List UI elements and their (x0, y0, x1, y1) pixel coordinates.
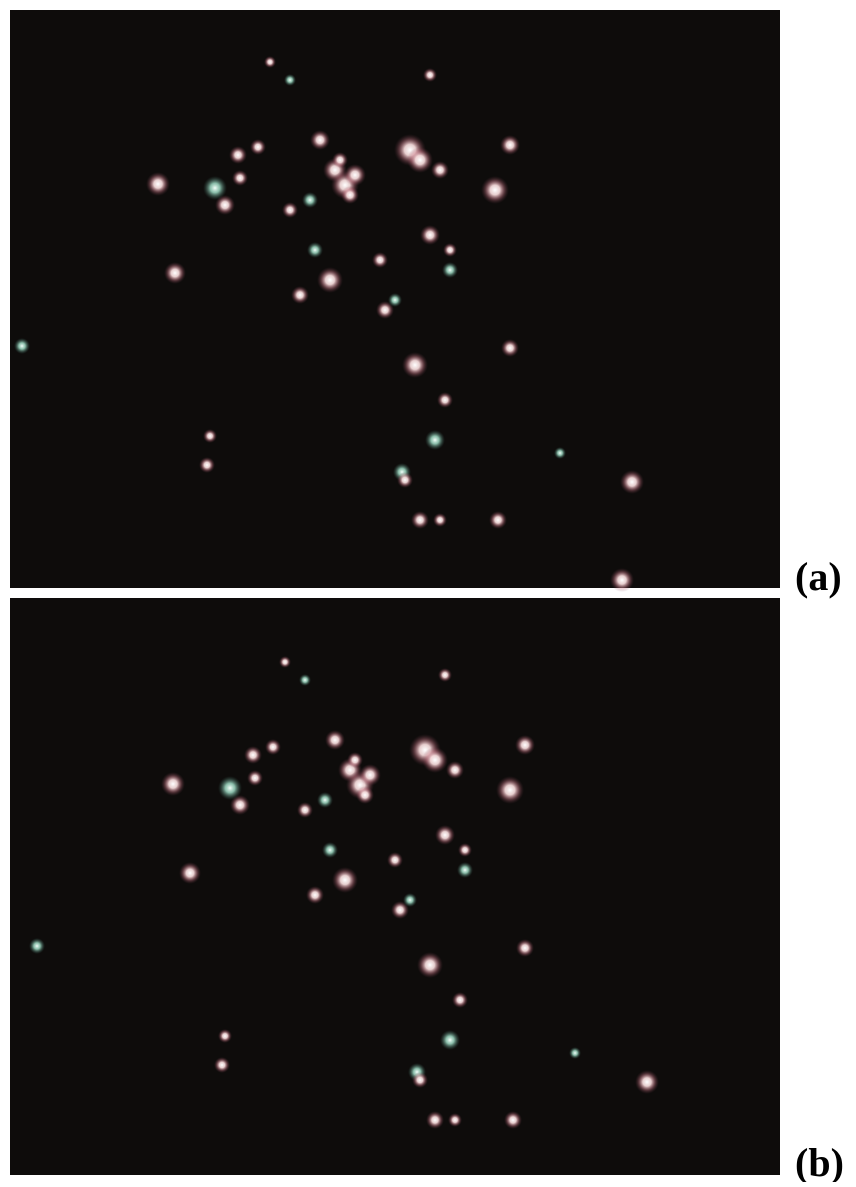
star (448, 1113, 462, 1127)
star (322, 842, 338, 858)
star (417, 952, 443, 978)
star (620, 470, 644, 494)
star (515, 735, 535, 755)
star (332, 867, 358, 893)
star (279, 656, 291, 668)
star (403, 893, 417, 907)
star (388, 293, 402, 307)
star (458, 843, 472, 857)
star (442, 262, 458, 278)
page: (a) (b) (() => { const data = JSON.parse… (0, 0, 856, 1182)
star (440, 1030, 460, 1050)
star (282, 202, 298, 218)
star (356, 786, 374, 804)
star (306, 886, 324, 904)
star (215, 195, 235, 215)
panel-label: (a) (795, 554, 842, 599)
star (496, 776, 524, 804)
star (481, 176, 509, 204)
panel-label: (b) (795, 1140, 844, 1182)
star (264, 56, 276, 68)
star (244, 746, 262, 764)
star (247, 770, 263, 786)
star (341, 186, 359, 204)
star (310, 130, 330, 150)
star (325, 730, 345, 750)
star (372, 252, 388, 268)
star (229, 146, 247, 164)
star (299, 674, 311, 686)
star (452, 992, 468, 1008)
star (29, 938, 45, 954)
star (164, 262, 186, 284)
star (199, 457, 215, 473)
star (232, 170, 248, 186)
star (307, 242, 323, 258)
star (344, 164, 366, 186)
image-panel-b (10, 598, 780, 1175)
star (230, 795, 250, 815)
star (431, 161, 449, 179)
star (297, 802, 313, 818)
star (426, 1111, 444, 1129)
star (179, 862, 201, 884)
star (317, 792, 333, 808)
star (501, 339, 519, 357)
star (438, 668, 452, 682)
star (500, 135, 520, 155)
star (347, 752, 363, 768)
star (407, 147, 433, 173)
star (489, 511, 507, 529)
star (291, 286, 309, 304)
star (218, 1029, 232, 1043)
figure: (a) (b) (0, 0, 856, 1182)
star (504, 1111, 522, 1129)
star (437, 392, 453, 408)
star (446, 761, 464, 779)
star (412, 1072, 428, 1088)
star (457, 862, 473, 878)
star (635, 1070, 659, 1094)
star (203, 429, 217, 443)
star (14, 338, 30, 354)
star (284, 74, 296, 86)
star (265, 739, 281, 755)
star (250, 139, 266, 155)
star (422, 747, 448, 773)
star (214, 1057, 230, 1073)
star (302, 192, 318, 208)
star (443, 243, 457, 257)
star (610, 568, 634, 592)
star (569, 1047, 581, 1059)
star (387, 852, 403, 868)
star (435, 825, 455, 845)
star (411, 511, 429, 529)
star (425, 430, 445, 450)
star (359, 764, 381, 786)
star (397, 472, 413, 488)
star (332, 152, 348, 168)
star (161, 772, 185, 796)
star (554, 447, 566, 459)
star (433, 513, 447, 527)
star (317, 267, 343, 293)
star (423, 68, 437, 82)
star (402, 352, 428, 378)
star (146, 172, 170, 196)
star (516, 939, 534, 957)
star (420, 225, 440, 245)
